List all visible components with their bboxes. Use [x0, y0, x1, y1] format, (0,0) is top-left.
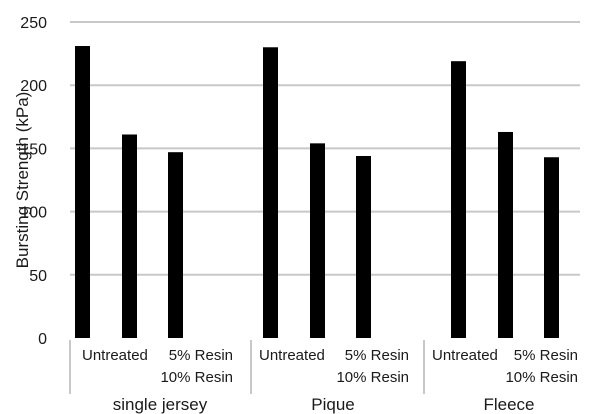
- bar: [451, 61, 466, 339]
- category-label: 10% Resin: [505, 369, 578, 386]
- y-tick-label: 0: [38, 331, 47, 348]
- y-tick-labels: 0 50 100 150 200 250: [20, 15, 47, 348]
- bar: [498, 131, 513, 338]
- category-label: 10% Resin: [160, 369, 233, 386]
- bars: [75, 46, 559, 339]
- category-label: Untreated: [82, 347, 148, 364]
- y-tick-label: 150: [20, 141, 47, 158]
- bar: [310, 143, 325, 338]
- group-label: Fleece: [483, 395, 534, 414]
- group-label: Pique: [311, 395, 354, 414]
- y-tick-label: 200: [20, 78, 47, 95]
- y-axis-label: Bursting Strength (kPa): [13, 92, 32, 269]
- category-label: 5% Resin: [345, 347, 409, 364]
- bar: [75, 46, 90, 339]
- y-tick-label: 50: [29, 268, 47, 285]
- category-label: 10% Resin: [336, 369, 409, 386]
- category-label: 5% Resin: [169, 347, 233, 364]
- bar: [122, 134, 137, 338]
- bar: [544, 157, 559, 338]
- category-label: 5% Resin: [514, 347, 578, 364]
- bar: [168, 152, 183, 338]
- x-axis: Untreated 5% Resin 10% Resin single jersey U…: [69, 340, 578, 414]
- category-label: Untreated: [432, 347, 498, 364]
- category-label: Untreated: [259, 347, 325, 364]
- y-tick-label: 250: [20, 15, 47, 32]
- bar: [356, 155, 371, 338]
- y-tick-label: 100: [20, 205, 47, 222]
- group-label: single jersey: [113, 395, 208, 414]
- bar: [263, 47, 278, 338]
